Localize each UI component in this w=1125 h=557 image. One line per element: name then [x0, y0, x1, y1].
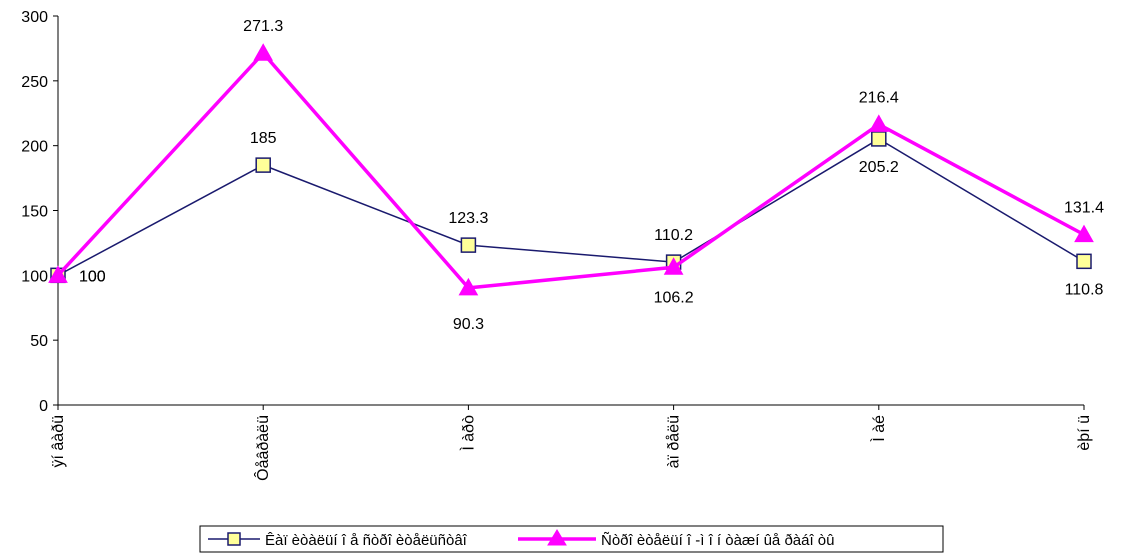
series-layer: [48, 43, 1094, 296]
data-label-s2-6: 131.4: [1064, 200, 1104, 217]
y-tick-labels: 0 50 100 150 200 250 300: [21, 9, 48, 415]
series-2-line: [56, 50, 1085, 290]
legend-label-2: Ñòðî èòåëüí î -ì î í òàæí ûå ðàáî òû: [601, 532, 835, 549]
y-tick-label: 300: [21, 9, 48, 26]
data-label-s1-1: 100: [79, 268, 106, 285]
data-label-s2-4: 106.2: [654, 289, 694, 306]
series-1-point: [255, 157, 271, 173]
series-2: [48, 43, 1094, 296]
data-label-s2-5: 216.4: [859, 89, 899, 106]
y-tick-label: 200: [21, 139, 48, 156]
y-tick-label: 50: [30, 333, 48, 350]
y-tick-label: 0: [39, 398, 48, 415]
data-label-s1-3: 123.3: [448, 210, 488, 227]
data-label-s1-5: 205.2: [859, 159, 899, 176]
legend: Êàï èòàëüí î å ñòðî èòåëüñòâî Ñòðî èòåëüí…: [199, 525, 944, 553]
series-2-point: [868, 114, 889, 132]
x-tick-label: ÿí âàðü: [50, 415, 67, 467]
x-tick-labels: ÿí âàðü Ôåâðàëü Ì àðò àï ðåëü Ì àé èþí ü: [50, 415, 1093, 481]
data-label-s1-2: 185: [250, 130, 277, 147]
x-tick-label: Ì àé: [869, 415, 888, 442]
data-label-s2-2: 271.3: [243, 18, 283, 35]
legend-label-1: Êàï èòàëüí î å ñòðî èòåëüñòâî: [265, 532, 468, 549]
axes: [53, 15, 1085, 410]
data-label-s1-4: 110.2: [654, 227, 693, 244]
y-tick-label: 150: [21, 204, 48, 221]
series-2-point: [48, 265, 68, 283]
legend-swatch-marker-1: [227, 532, 241, 546]
y-tick-label: 100: [21, 268, 48, 285]
data-label-s2-3: 90.3: [453, 316, 484, 333]
y-tick-label: 250: [21, 74, 48, 91]
data-labels: 100185123.3110.2205.2110.8100271.390.310…: [79, 18, 1104, 333]
series-1-point: [871, 131, 887, 147]
legend-swatch-marker-2: [547, 529, 567, 546]
series-2-point: [663, 257, 684, 275]
series-2-point: [253, 43, 274, 61]
x-tick-label: Ôåâðàëü: [253, 415, 272, 481]
series-2-point: [1074, 224, 1094, 243]
x-tick-label: àï ðåëü: [665, 415, 683, 468]
series-1-point: [1076, 253, 1092, 270]
data-label-s1-6: 110.8: [1065, 281, 1104, 298]
series-1-line: [57, 138, 1085, 276]
series-2-point: [458, 277, 479, 296]
x-tick-label: Ì àðò: [458, 415, 477, 451]
data-label-s2-1: 100: [79, 268, 106, 285]
x-tick-label: èþí ü: [1076, 415, 1093, 451]
series-1-point: [460, 237, 477, 253]
